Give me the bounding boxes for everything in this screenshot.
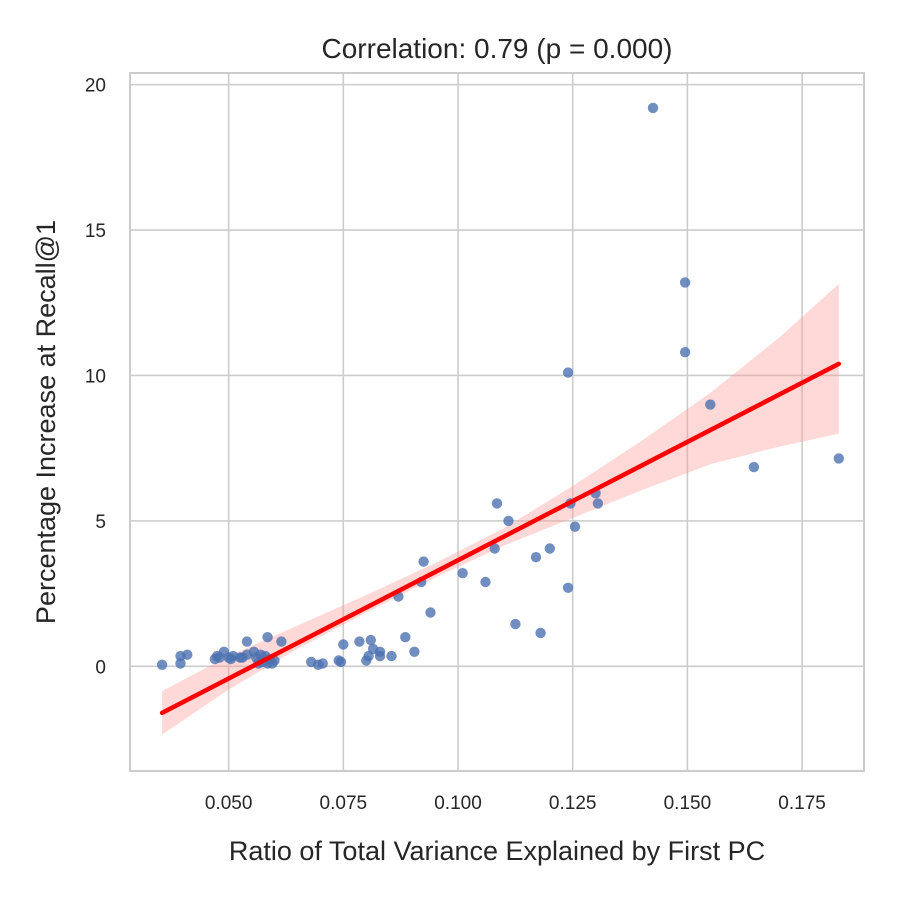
scatter-point	[544, 543, 555, 554]
scatter-point	[425, 607, 436, 618]
scatter-point	[592, 498, 604, 509]
scatter-point	[241, 636, 253, 647]
scatter-point	[262, 632, 273, 643]
scatter-point	[335, 656, 347, 668]
regression-line-layer	[159, 361, 842, 716]
scatter-point	[354, 636, 365, 647]
x-tick-label: 0.150	[664, 793, 712, 814]
scatter-point	[156, 659, 168, 670]
scatter-point	[480, 576, 491, 588]
scatter-point	[679, 277, 691, 288]
scatter-point	[562, 582, 574, 593]
scatter-point	[457, 568, 468, 579]
x-tick-label: 0.125	[549, 793, 597, 814]
y-tick-label: 15	[85, 221, 106, 242]
scatter-point	[569, 521, 581, 532]
confidence-band-layer	[162, 283, 839, 735]
scatter-point	[647, 102, 659, 114]
y-tick-label: 0	[95, 657, 106, 678]
scatter-point	[489, 543, 500, 554]
x-axis-label: Ratio of Total Variance Explained by Fir…	[229, 836, 765, 866]
scatter-point	[679, 347, 691, 358]
chart-title: Correlation: 0.79 (p = 0.000)	[322, 33, 673, 64]
scatter-point	[705, 399, 716, 410]
scatter-point	[400, 632, 411, 643]
y-tick-label: 10	[85, 366, 106, 387]
scatter-point	[510, 618, 521, 630]
x-tick-label: 0.050	[205, 793, 253, 814]
x-tick-label: 0.175	[778, 793, 826, 814]
scatter-point	[409, 646, 420, 657]
scatter-point	[386, 650, 397, 662]
scatter-point	[374, 646, 386, 657]
data-points	[156, 102, 844, 670]
confidence-band	[162, 283, 839, 735]
scatter-point	[562, 367, 574, 378]
y-tick-label: 20	[85, 76, 106, 97]
scatter-point	[317, 658, 328, 669]
scatter-point	[535, 627, 546, 639]
x-tick-label: 0.100	[434, 793, 482, 814]
x-tick-label: 0.075	[320, 793, 368, 814]
scatter-point	[418, 556, 429, 567]
tick-labels: 0.050 0.075 0.100 0.125 0.150 0.175 0 5 10 15 20	[85, 76, 826, 814]
scatter-point	[833, 453, 844, 464]
regression-line	[159, 361, 842, 716]
scatter-point	[276, 636, 287, 647]
y-axis-label: Percentage Increase at Recall@1	[31, 220, 61, 624]
scatter-point	[503, 515, 514, 527]
scatter-point	[365, 634, 376, 646]
plot-frame	[129, 72, 865, 772]
y-tick-label: 5	[95, 512, 106, 533]
scatter-point	[175, 658, 186, 669]
scatter-point	[491, 498, 503, 509]
scatter-point	[182, 649, 193, 660]
scatter-point	[530, 552, 542, 563]
scatter-point	[338, 639, 349, 650]
scatter-point	[748, 461, 760, 473]
